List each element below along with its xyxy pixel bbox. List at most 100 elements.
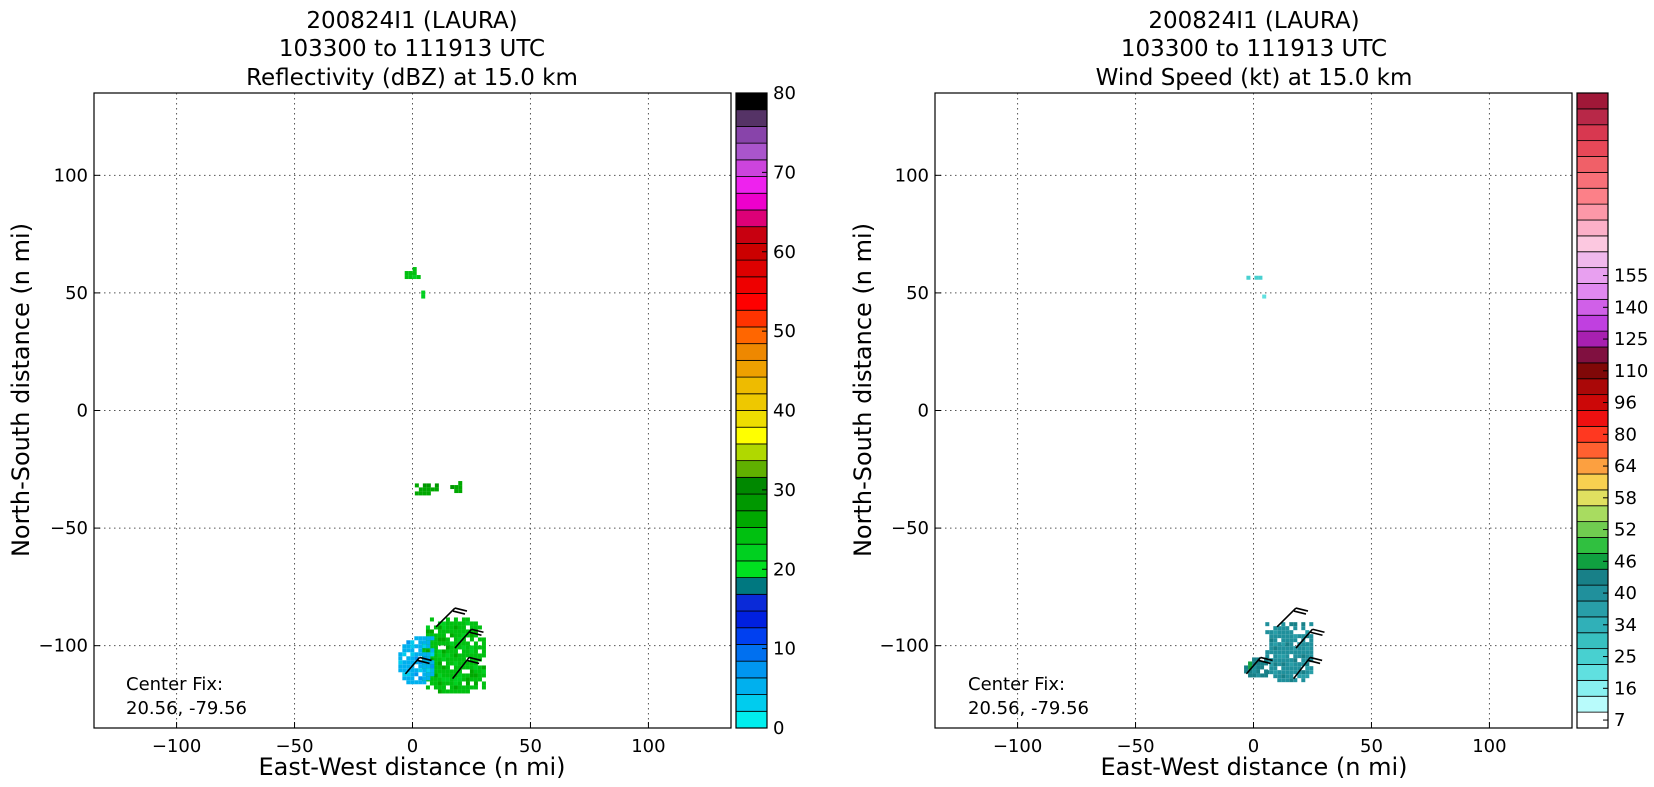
echo-region bbox=[1246, 275, 1263, 280]
echo-cell bbox=[398, 652, 403, 657]
echo-cell bbox=[1289, 658, 1294, 663]
echo-cell bbox=[449, 685, 454, 690]
echo-cell bbox=[445, 657, 450, 662]
echo-cell bbox=[1273, 630, 1278, 635]
colorbar-bin bbox=[735, 343, 768, 361]
echo-cell bbox=[1254, 275, 1259, 280]
echo-cell bbox=[445, 629, 450, 634]
echo-cell bbox=[465, 673, 470, 678]
echo-cell bbox=[1289, 666, 1294, 671]
echo-cell bbox=[1309, 646, 1314, 651]
y-axis-label: North-South distance (n mi) bbox=[7, 223, 35, 557]
echo-cell bbox=[469, 677, 474, 682]
echo-cell bbox=[433, 649, 438, 654]
echo-cell bbox=[477, 673, 482, 678]
echo-cell bbox=[406, 648, 411, 653]
colorbar-bin bbox=[1576, 505, 1609, 523]
echo-cell bbox=[426, 676, 431, 681]
echo-cell bbox=[1281, 650, 1286, 655]
colorbar-bin bbox=[735, 376, 768, 395]
echo-cell bbox=[1305, 666, 1310, 671]
echo-cell bbox=[1293, 622, 1298, 627]
echo-cell bbox=[1297, 674, 1302, 679]
x-tick-label: −100 bbox=[993, 736, 1042, 757]
reflectivity-colorbar: 0 10 20 30 40 50 60 70 80 bbox=[735, 83, 796, 739]
echo-cell bbox=[406, 644, 411, 649]
echo-cell bbox=[458, 485, 463, 490]
center-fix-label: Center Fix: bbox=[126, 674, 223, 695]
echo-cell bbox=[433, 641, 438, 646]
echo-cell bbox=[1293, 626, 1298, 631]
echo-cell bbox=[453, 625, 458, 630]
echo-cell bbox=[422, 483, 427, 488]
echo-cell bbox=[469, 685, 474, 690]
grid-lines bbox=[935, 93, 1572, 728]
echo-cell bbox=[430, 487, 435, 492]
echo-cell bbox=[422, 640, 427, 645]
colorbar-bin bbox=[1576, 124, 1609, 142]
wind-speed-colorbar: 7 16 25 34 40 46 52 58 64 80 96 110 125 140 155 bbox=[1576, 92, 1648, 731]
echo-cell bbox=[445, 665, 450, 670]
echo-cell bbox=[481, 681, 486, 686]
wind-barb bbox=[1245, 656, 1273, 675]
echo-cell bbox=[418, 487, 423, 492]
echo-cell bbox=[473, 665, 478, 670]
echo-cell bbox=[1309, 642, 1314, 647]
echo-cell bbox=[414, 644, 419, 649]
echo-cell bbox=[1309, 658, 1314, 663]
echo-cell bbox=[1252, 673, 1257, 678]
echo-cell bbox=[1305, 670, 1310, 675]
echo-cell bbox=[1309, 666, 1314, 671]
echo-cell bbox=[465, 677, 470, 682]
colorbar-bin bbox=[735, 426, 768, 445]
echo-cell bbox=[425, 629, 430, 634]
echo-cell bbox=[441, 641, 446, 646]
wind-barb bbox=[1292, 656, 1323, 680]
echo-cell bbox=[418, 676, 423, 681]
echo-cell bbox=[1256, 665, 1261, 670]
echo-cell bbox=[414, 652, 419, 657]
echo-cell bbox=[422, 644, 427, 649]
x-tick-label: 0 bbox=[1248, 736, 1259, 757]
echo-cell bbox=[429, 681, 434, 686]
echo-cell bbox=[469, 629, 474, 634]
colorbar-bin bbox=[735, 92, 768, 111]
echo-cell bbox=[457, 669, 462, 674]
echo-cell bbox=[473, 669, 478, 674]
echo-region bbox=[414, 483, 439, 496]
colorbar-bin bbox=[1576, 156, 1609, 173]
x-tick-label: 100 bbox=[1472, 736, 1506, 757]
echo-cell bbox=[402, 644, 407, 649]
echo-cell bbox=[461, 677, 466, 682]
echo-cell bbox=[453, 657, 458, 662]
echo-cell bbox=[453, 641, 458, 646]
echo-cell bbox=[402, 648, 407, 653]
x-tick-label: −50 bbox=[276, 736, 314, 757]
echo-cell bbox=[445, 637, 450, 642]
colorbar-bin bbox=[1576, 235, 1609, 253]
wind-barbs bbox=[1245, 607, 1325, 680]
echo-cell bbox=[418, 652, 423, 657]
echo-cell bbox=[453, 661, 458, 666]
echo-cell bbox=[402, 672, 407, 677]
echo-cell bbox=[1297, 662, 1302, 667]
echo-cell bbox=[469, 673, 474, 678]
echo-cell bbox=[449, 661, 454, 666]
wind-barbs bbox=[404, 607, 484, 680]
echo-cell bbox=[433, 661, 438, 666]
echo-cell bbox=[465, 689, 470, 694]
echo-cell bbox=[1289, 670, 1294, 675]
echo-cell bbox=[402, 668, 407, 673]
echo-cell bbox=[429, 645, 434, 650]
echo-cell bbox=[1293, 654, 1298, 659]
echo-cell bbox=[1285, 630, 1290, 635]
echo-cell bbox=[1269, 638, 1274, 643]
echo-cell bbox=[465, 653, 470, 658]
echo-cell bbox=[1289, 674, 1294, 679]
echo-cell bbox=[473, 649, 478, 654]
colorbar-bin bbox=[1576, 346, 1609, 364]
echo-cell bbox=[1281, 674, 1286, 679]
echo-cell bbox=[1269, 646, 1274, 651]
echo-cell bbox=[457, 653, 462, 658]
echo-cell bbox=[429, 617, 434, 622]
